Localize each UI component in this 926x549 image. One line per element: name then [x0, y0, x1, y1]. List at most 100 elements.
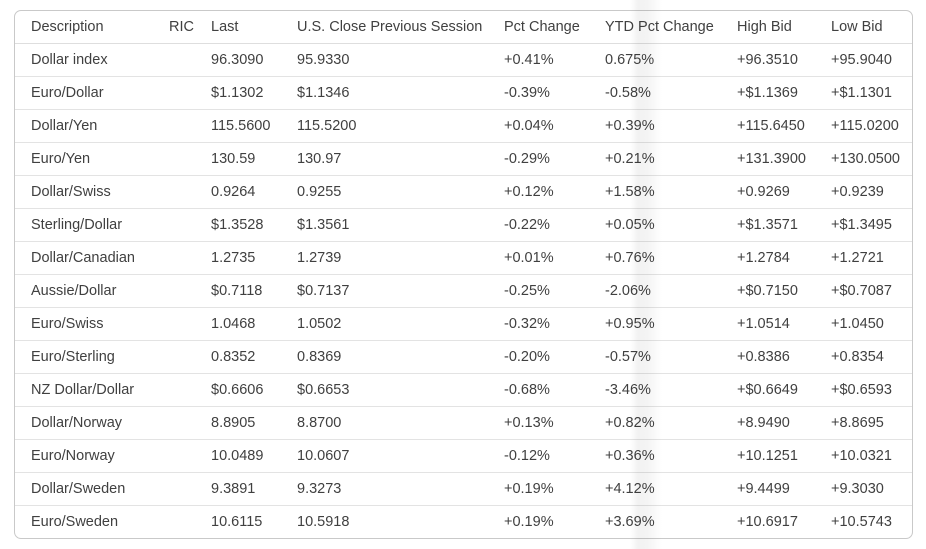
- cell-low-bid: +$0.7087: [831, 275, 912, 308]
- cell-ytd-pct-change: -3.46%: [605, 374, 737, 407]
- cell-ric: [169, 506, 211, 538]
- cell-low-bid: +1.2721: [831, 242, 912, 275]
- cell-last: $0.7118: [211, 275, 297, 308]
- cell-description: Dollar index: [15, 44, 169, 77]
- cell-description: Sterling/Dollar: [15, 209, 169, 242]
- header-last: Last: [211, 11, 297, 44]
- cell-ytd-pct-change: +0.39%: [605, 110, 737, 143]
- table-row: Dollar/Canadian 1.2735 1.2739 +0.01% +0.…: [15, 242, 912, 275]
- cell-ytd-pct-change: +0.95%: [605, 308, 737, 341]
- cell-description: NZ Dollar/Dollar: [15, 374, 169, 407]
- cell-ric: [169, 308, 211, 341]
- cell-us-close: 130.97: [297, 143, 504, 176]
- cell-pct-change: +0.13%: [504, 407, 605, 440]
- cell-high-bid: +0.8386: [737, 341, 831, 374]
- cell-pct-change: +0.04%: [504, 110, 605, 143]
- cell-ric: [169, 110, 211, 143]
- cell-us-close: 95.9330: [297, 44, 504, 77]
- table-row: Dollar/Yen 115.5600 115.5200 +0.04% +0.3…: [15, 110, 912, 143]
- header-high-bid: High Bid: [737, 11, 831, 44]
- cell-us-close: 1.2739: [297, 242, 504, 275]
- cell-description: Aussie/Dollar: [15, 275, 169, 308]
- cell-us-close: 9.3273: [297, 473, 504, 506]
- cell-low-bid: +0.9239: [831, 176, 912, 209]
- cell-description: Euro/Yen: [15, 143, 169, 176]
- cell-last: 130.59: [211, 143, 297, 176]
- header-row: Description RIC Last U.S. Close Previous…: [15, 11, 912, 44]
- table-row: Euro/Norway 10.0489 10.0607 -0.12% +0.36…: [15, 440, 912, 473]
- cell-ric: [169, 374, 211, 407]
- cell-ytd-pct-change: +0.82%: [605, 407, 737, 440]
- header-description: Description: [15, 11, 169, 44]
- table-row: Euro/Sterling 0.8352 0.8369 -0.20% -0.57…: [15, 341, 912, 374]
- cell-high-bid: +$1.3571: [737, 209, 831, 242]
- cell-description: Euro/Sweden: [31, 514, 119, 530]
- cell-ric: [169, 143, 211, 176]
- cell-last: 96.3090: [211, 44, 297, 77]
- cell-low-bid: +8.8695: [831, 407, 912, 440]
- cell-description: Euro/Swiss: [15, 308, 169, 341]
- table-row: Aussie/Dollar $0.7118 $0.7137 -0.25% -2.…: [15, 275, 912, 308]
- table-row: NZ Dollar/Dollar $0.6606 $0.6653 -0.68% …: [15, 374, 912, 407]
- table-row: Dollar/Swiss 0.9264 0.9255 +0.12% +1.58%…: [15, 176, 912, 209]
- cell-pct-change: -0.20%: [504, 341, 605, 374]
- cell-high-bid: +8.9490: [737, 407, 831, 440]
- cell-ytd-pct-change: +0.36%: [605, 440, 737, 473]
- cell-us-close: $1.1346: [297, 77, 504, 110]
- cell-ytd-pct-change: -0.58%: [605, 77, 737, 110]
- cell-last: 0.8352: [211, 341, 297, 374]
- cell-ytd-pct-change: +0.76%: [605, 242, 737, 275]
- cell-ric: [169, 473, 211, 506]
- cell-ric: [169, 77, 211, 110]
- cell-pct-change: +0.19%: [504, 473, 605, 506]
- cell-high-bid: +115.6450: [737, 110, 831, 143]
- cell-high-bid: +10.1251: [737, 440, 831, 473]
- cell-us-close: 10.5918: [297, 514, 350, 530]
- cell-last: 8.8905: [211, 407, 297, 440]
- header-ric: RIC: [169, 11, 211, 44]
- cell-high-bid: +131.3900: [737, 143, 831, 176]
- table-body: Dollar index 96.3090 95.9330 +0.41% 0.67…: [15, 44, 912, 538]
- cell-pct-change: +0.12%: [504, 176, 605, 209]
- table-row: Euro/Sweden 10.6115 10.5918 +0.19% +3.69…: [15, 506, 912, 538]
- cell-low-bid: +$1.3495: [831, 209, 912, 242]
- header-low-bid: Low Bid: [831, 11, 912, 44]
- cell-low-bid: +9.3030: [831, 473, 912, 506]
- table-row: Dollar/Sweden 9.3891 9.3273 +0.19% +4.12…: [15, 473, 912, 506]
- cell-ric: [169, 407, 211, 440]
- cell-ric: [169, 44, 211, 77]
- cell-last: 115.5600: [211, 110, 297, 143]
- header-ytd-pct-change: YTD Pct Change: [605, 11, 737, 44]
- cell-pct-change: -0.39%: [504, 77, 605, 110]
- cell-low-bid: +10.5743: [831, 514, 892, 530]
- cell-us-close: 0.9255: [297, 176, 504, 209]
- cell-us-close: 0.8369: [297, 341, 504, 374]
- cell-pct-change: +0.19%: [504, 514, 554, 530]
- cell-low-bid: +$1.1301: [831, 77, 912, 110]
- cell-pct-change: -0.32%: [504, 308, 605, 341]
- cell-high-bid: +1.2784: [737, 242, 831, 275]
- cell-description: Dollar/Sweden: [15, 473, 169, 506]
- cell-high-bid: +9.4499: [737, 473, 831, 506]
- cell-pct-change: -0.22%: [504, 209, 605, 242]
- cell-high-bid: +$0.7150: [737, 275, 831, 308]
- cell-us-close: 10.0607: [297, 440, 504, 473]
- cell-description: Dollar/Norway: [15, 407, 169, 440]
- cell-low-bid: +95.9040: [831, 44, 912, 77]
- cell-pct-change: -0.12%: [504, 440, 605, 473]
- cell-ric: [169, 209, 211, 242]
- cell-ric: [169, 242, 211, 275]
- cell-last: $1.3528: [211, 209, 297, 242]
- cell-ric: [169, 440, 211, 473]
- cell-last: 1.2735: [211, 242, 297, 275]
- cell-ytd-pct-change: +4.12%: [605, 473, 737, 506]
- cell-ric: [169, 176, 211, 209]
- cell-high-bid: +10.6917: [737, 514, 798, 530]
- cell-high-bid: +$0.6649: [737, 374, 831, 407]
- cell-last: 0.9264: [211, 176, 297, 209]
- cell-last: $0.6606: [211, 374, 297, 407]
- cell-ytd-pct-change: -2.06%: [605, 275, 737, 308]
- cell-description: Euro/Sterling: [15, 341, 169, 374]
- header-us-close: U.S. Close Previous Session: [297, 11, 504, 44]
- cell-ytd-pct-change: +0.05%: [605, 209, 737, 242]
